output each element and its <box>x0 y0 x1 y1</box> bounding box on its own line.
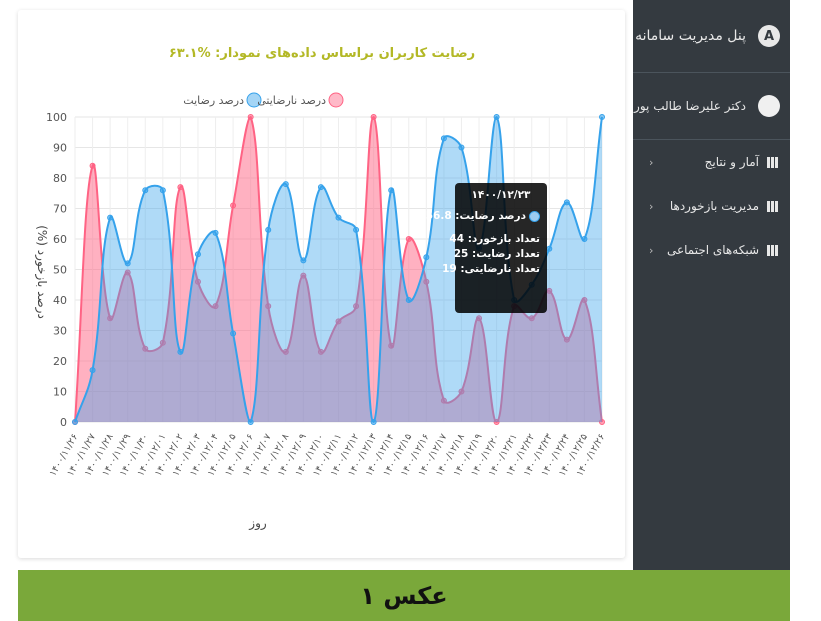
point <box>90 163 95 168</box>
point <box>459 145 464 150</box>
y-tick-label: 30 <box>53 325 67 338</box>
legend-label: درصد نارضایتی <box>257 94 326 107</box>
point <box>371 420 376 425</box>
point <box>301 258 306 263</box>
y-tick-label: 100 <box>46 111 67 124</box>
point <box>248 420 253 425</box>
y-tick-label: 70 <box>53 203 67 216</box>
point <box>266 227 271 232</box>
legend-label: درصد رضایت <box>183 94 244 107</box>
point <box>389 188 394 193</box>
point <box>600 115 605 120</box>
point <box>424 255 429 260</box>
tooltip: ۱۴۰۰/۱۲/۲۳ درصد رضایت: 56.8% تعداد بازخو… <box>455 183 547 313</box>
point <box>354 227 359 232</box>
point <box>336 215 341 220</box>
point <box>248 115 253 120</box>
x-axis-title: روز <box>248 516 267 531</box>
point <box>178 185 183 190</box>
tooltip-title: ۱۴۰۰/۱۲/۲۳ <box>462 188 540 203</box>
menu-text: مدیریت بازخوردها <box>670 199 759 213</box>
point <box>371 115 376 120</box>
point <box>195 252 200 257</box>
y-tick-label: 80 <box>53 172 67 185</box>
y-tick-label: 90 <box>53 142 67 155</box>
point <box>143 188 148 193</box>
tooltip-line: تعداد نارضایتی: 19 <box>462 262 540 277</box>
y-tick-label: 40 <box>53 294 67 307</box>
point <box>108 215 113 220</box>
point <box>494 115 499 120</box>
legend-swatch <box>329 93 343 107</box>
caption: عکس ۱ <box>18 570 790 621</box>
point <box>318 185 323 190</box>
point <box>213 230 218 235</box>
menu-item[interactable]: مدیریت بازخوردها‹ <box>633 184 790 228</box>
point <box>231 331 236 336</box>
user-panel[interactable]: دکتر علیرضا طالب پور <box>633 73 790 140</box>
point <box>283 182 288 187</box>
y-tick-label: 50 <box>53 264 67 277</box>
tooltip-value-text: درصد رضایت: 56.8% <box>415 210 526 222</box>
y-tick-label: 20 <box>53 355 67 368</box>
point <box>178 349 183 354</box>
page: رضایت کاربران براساس داده‌های نمودار: %۶… <box>0 0 821 621</box>
chart-title: رضایت کاربران براساس داده‌های نمودار: %۶… <box>169 46 475 61</box>
menu-item[interactable]: شبکه‌های اجتماعی‹ <box>633 228 790 272</box>
point <box>90 368 95 373</box>
user-name: دکتر علیرضا طالب پور <box>634 99 746 113</box>
tooltip-line: تعداد رضایت: 25 <box>462 247 540 262</box>
y-tick-label: 60 <box>53 233 67 246</box>
point <box>582 237 587 242</box>
point <box>547 246 552 251</box>
point <box>160 188 165 193</box>
point <box>406 298 411 303</box>
point <box>441 136 446 141</box>
tooltip-value: درصد رضایت: 56.8% <box>462 209 540 224</box>
point <box>406 237 411 242</box>
y-tick-label: 0 <box>60 416 67 429</box>
brand-text: پنل مدیریت سامانه <box>635 28 746 44</box>
menu-text: آمار و نتایج <box>705 155 759 169</box>
y-tick-label: 10 <box>53 386 67 399</box>
y-axis-title: درصد بازخورد (%) <box>34 225 49 319</box>
menu-item[interactable]: آمار و نتایج‹ <box>633 140 790 184</box>
menu-text: شبکه‌های اجتماعی <box>667 243 759 257</box>
tooltip-line: تعداد بازخورد: 44 <box>462 232 540 247</box>
point <box>73 420 78 425</box>
point <box>125 261 130 266</box>
point <box>231 203 236 208</box>
point <box>564 200 569 205</box>
